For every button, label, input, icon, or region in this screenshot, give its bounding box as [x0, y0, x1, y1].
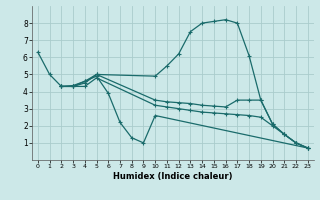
- X-axis label: Humidex (Indice chaleur): Humidex (Indice chaleur): [113, 172, 233, 181]
